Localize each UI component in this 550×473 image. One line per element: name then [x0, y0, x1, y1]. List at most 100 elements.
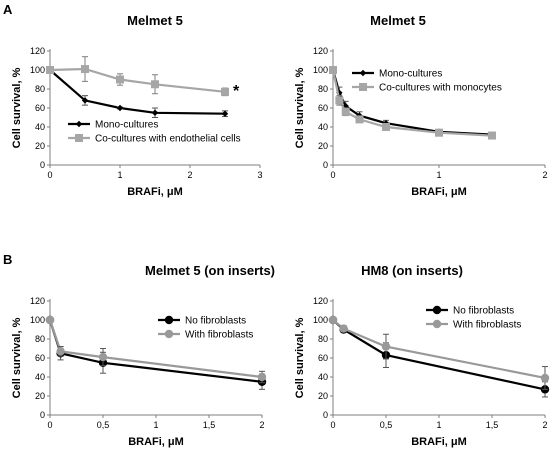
y-tick-label: 0	[323, 410, 328, 420]
y-tick-label: 80	[35, 84, 45, 94]
x-axis-label: BRAFi, μM	[411, 186, 467, 198]
data-point	[355, 115, 364, 124]
data-point	[257, 372, 267, 382]
data-point	[45, 315, 55, 325]
series-line	[49, 67, 226, 93]
y-tick-label: 40	[35, 372, 45, 382]
y-tick-label: 80	[35, 334, 45, 344]
series-line	[331, 69, 493, 136]
y-axis-label: Cell survival, %	[294, 67, 306, 148]
x-tick-label: 0	[47, 420, 52, 430]
y-tick-label: 100	[313, 315, 328, 325]
y-tick-label: 120	[30, 46, 45, 56]
x-tick-label: 0,5	[380, 420, 393, 430]
x-tick-label: 0	[330, 170, 335, 180]
y-tick-label: 40	[318, 122, 328, 132]
data-point	[164, 329, 174, 339]
y-tick-label: 20	[318, 391, 328, 401]
data-point	[342, 102, 349, 110]
x-tick-label: 1	[117, 170, 122, 180]
chart-title: Melmet 5	[127, 13, 183, 28]
chart-melmet5-monocytes: Melmet 5 0 20 40 60 80 100 120 0 1 2 BRAFi, μM Cell …	[294, 13, 548, 198]
x-axis-label: BRAFi, μM	[411, 436, 467, 448]
x-tick-label: 0,5	[97, 420, 110, 430]
x-tick-label: 2	[542, 170, 547, 180]
y-tick-label: 20	[318, 141, 328, 151]
y-tick-label: 0	[40, 410, 45, 420]
data-point	[116, 104, 124, 112]
y-tick-label: 120	[30, 296, 45, 306]
x-axis-label: BRAFi, μM	[128, 436, 184, 448]
y-tick-label: 0	[323, 160, 328, 170]
x-tick-label: 1	[436, 170, 441, 180]
data-point	[81, 97, 89, 104]
legend-label: No fibroblasts	[453, 306, 514, 317]
legend-label: Co-cultures with monocytes	[379, 83, 502, 94]
y-axis-label: Cell survival, %	[11, 67, 23, 148]
y-tick-label: 100	[30, 65, 45, 75]
data-point	[432, 319, 442, 329]
chart-hm8-inserts: HM8 (on inserts) 0 20 40 60 80 100 120 0 0,5 1 1,5 2…	[294, 263, 550, 448]
data-point	[98, 352, 108, 362]
data-point	[435, 128, 443, 137]
data-point	[151, 80, 159, 89]
data-point	[432, 305, 442, 315]
data-point	[56, 347, 65, 356]
x-tick-label: 0	[330, 420, 335, 430]
data-point	[329, 66, 337, 74]
data-point	[151, 109, 159, 116]
y-tick-label: 60	[318, 353, 328, 363]
data-point	[335, 96, 344, 105]
y-axis-label: Cell survival, %	[294, 317, 306, 398]
legend-label: With fibroblasts	[185, 330, 253, 341]
data-point	[221, 110, 229, 117]
y-tick-label: 20	[35, 391, 45, 401]
data-point	[75, 120, 83, 128]
panel-label-a: A	[3, 2, 13, 17]
x-axis-label: BRAFi, μM	[127, 186, 183, 198]
data-point	[221, 87, 229, 96]
data-point	[381, 342, 391, 351]
data-point	[382, 123, 390, 131]
data-point	[341, 107, 350, 116]
y-tick-label: 100	[313, 65, 328, 75]
legend-label: Co-cultures with endothelial cells	[95, 134, 241, 145]
y-tick-label: 0	[40, 160, 45, 170]
data-point	[328, 315, 338, 325]
y-tick-label: 120	[313, 46, 328, 56]
y-tick-label: 20	[35, 141, 45, 151]
y-tick-label: 80	[318, 84, 328, 94]
data-point	[81, 65, 89, 74]
legend-label: Mono-cultures	[95, 120, 158, 131]
data-point	[488, 131, 496, 140]
y-tick-label: 60	[35, 353, 45, 363]
series-line	[49, 69, 226, 115]
x-tick-label: 0	[47, 170, 52, 180]
y-tick-label: 120	[313, 296, 328, 306]
series-line	[331, 69, 493, 137]
chart-melmet5-inserts: Melmet 5 (on inserts) 0 20 40 60 80 100 120 0 0,5…	[11, 263, 275, 448]
y-tick-label: 60	[318, 103, 328, 113]
x-tick-label: 2	[187, 170, 192, 180]
data-point	[359, 69, 367, 77]
chart-title: Melmet 5 (on inserts)	[145, 263, 275, 278]
y-tick-label: 40	[35, 122, 45, 132]
x-tick-label: 1	[436, 420, 441, 430]
y-tick-label: 40	[318, 372, 328, 382]
data-point	[116, 75, 124, 84]
series-line	[332, 319, 546, 379]
x-tick-label: 1,5	[203, 420, 216, 430]
data-point	[75, 134, 83, 142]
legend-label: No fibroblasts	[185, 316, 246, 327]
x-tick-label: 2	[542, 420, 547, 430]
panel-label-b: B	[3, 252, 12, 267]
legend-label: Mono-cultures	[379, 69, 442, 80]
x-tick-label: 2	[259, 420, 264, 430]
x-tick-label: 1	[153, 420, 158, 430]
significance-annotation: *	[233, 83, 240, 100]
legend-label: With fibroblasts	[453, 320, 521, 331]
x-tick-label: 3	[257, 170, 262, 180]
chart-melmet5-endothelial: Melmet 5 0 20 40 60 80 100 120 0 1 2 3 BRAFi, μM Cell…	[11, 13, 263, 198]
data-point	[540, 373, 550, 383]
